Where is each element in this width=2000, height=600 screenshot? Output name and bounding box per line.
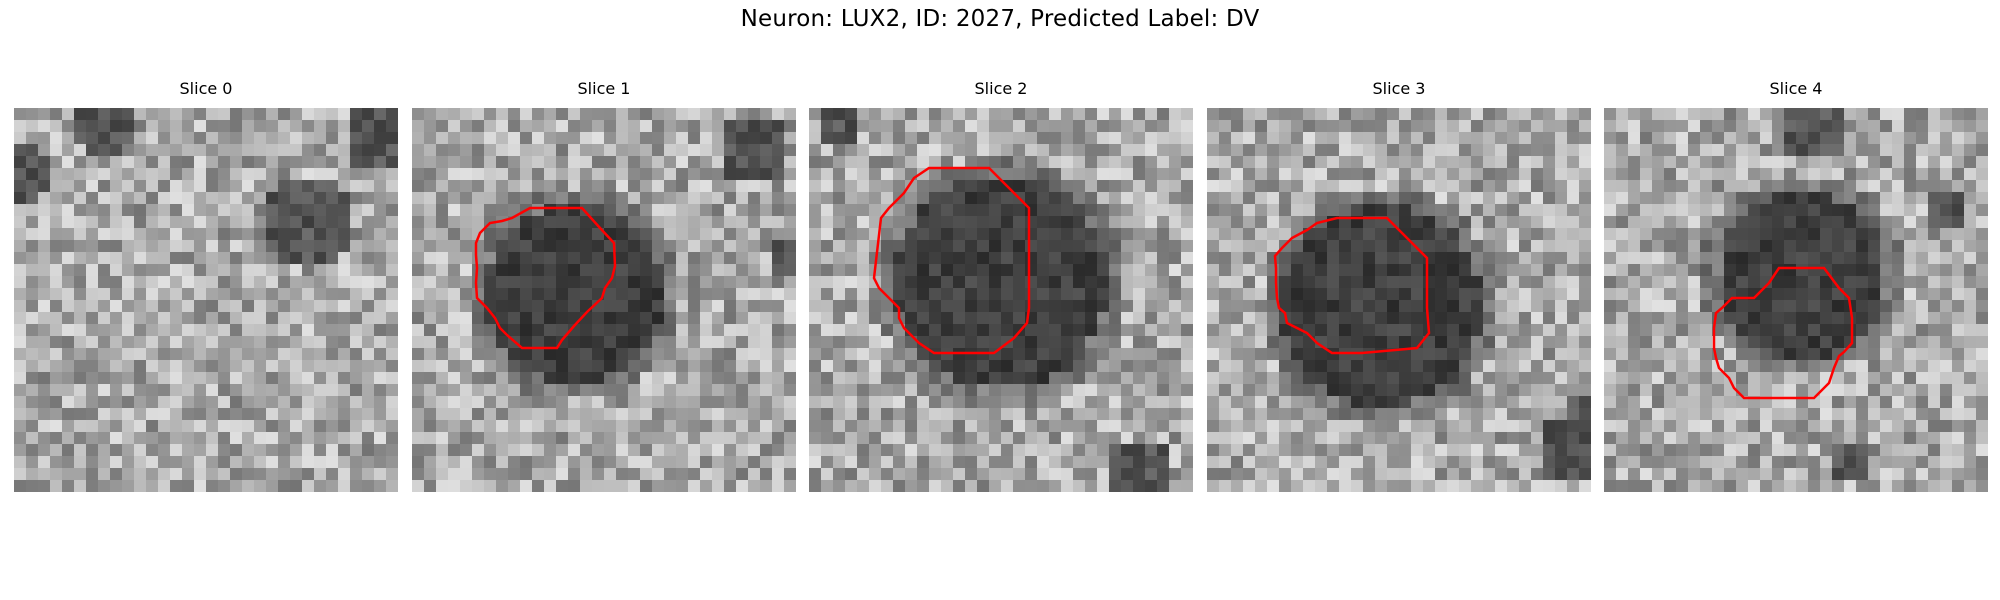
slice-title: Slice 4 <box>1769 79 1823 98</box>
slice-panel-3: Slice 3 <box>1207 79 1591 492</box>
slice-image <box>809 108 1193 492</box>
slice-title: Slice 0 <box>179 79 233 98</box>
slice-panel-2: Slice 2 <box>809 79 1193 492</box>
segmentation-outline <box>1273 216 1431 355</box>
slice-title: Slice 3 <box>1372 79 1426 98</box>
segmentation-outline <box>1712 266 1854 400</box>
slice-image <box>1207 108 1591 492</box>
slice-panel-4: Slice 4 <box>1604 79 1988 492</box>
slice-panel-0: Slice 0 <box>14 79 398 492</box>
slice-panel-1: Slice 1 <box>412 79 796 492</box>
slice-title: Slice 1 <box>577 79 631 98</box>
slice-image <box>412 108 796 492</box>
figure-title: Neuron: LUX2, ID: 2027, Predicted Label:… <box>740 6 1260 32</box>
slice-image <box>1604 108 1988 492</box>
segmentation-outline <box>474 206 617 350</box>
slice-image <box>14 108 398 492</box>
segmentation-outline <box>872 166 1031 355</box>
slice-title: Slice 2 <box>974 79 1028 98</box>
